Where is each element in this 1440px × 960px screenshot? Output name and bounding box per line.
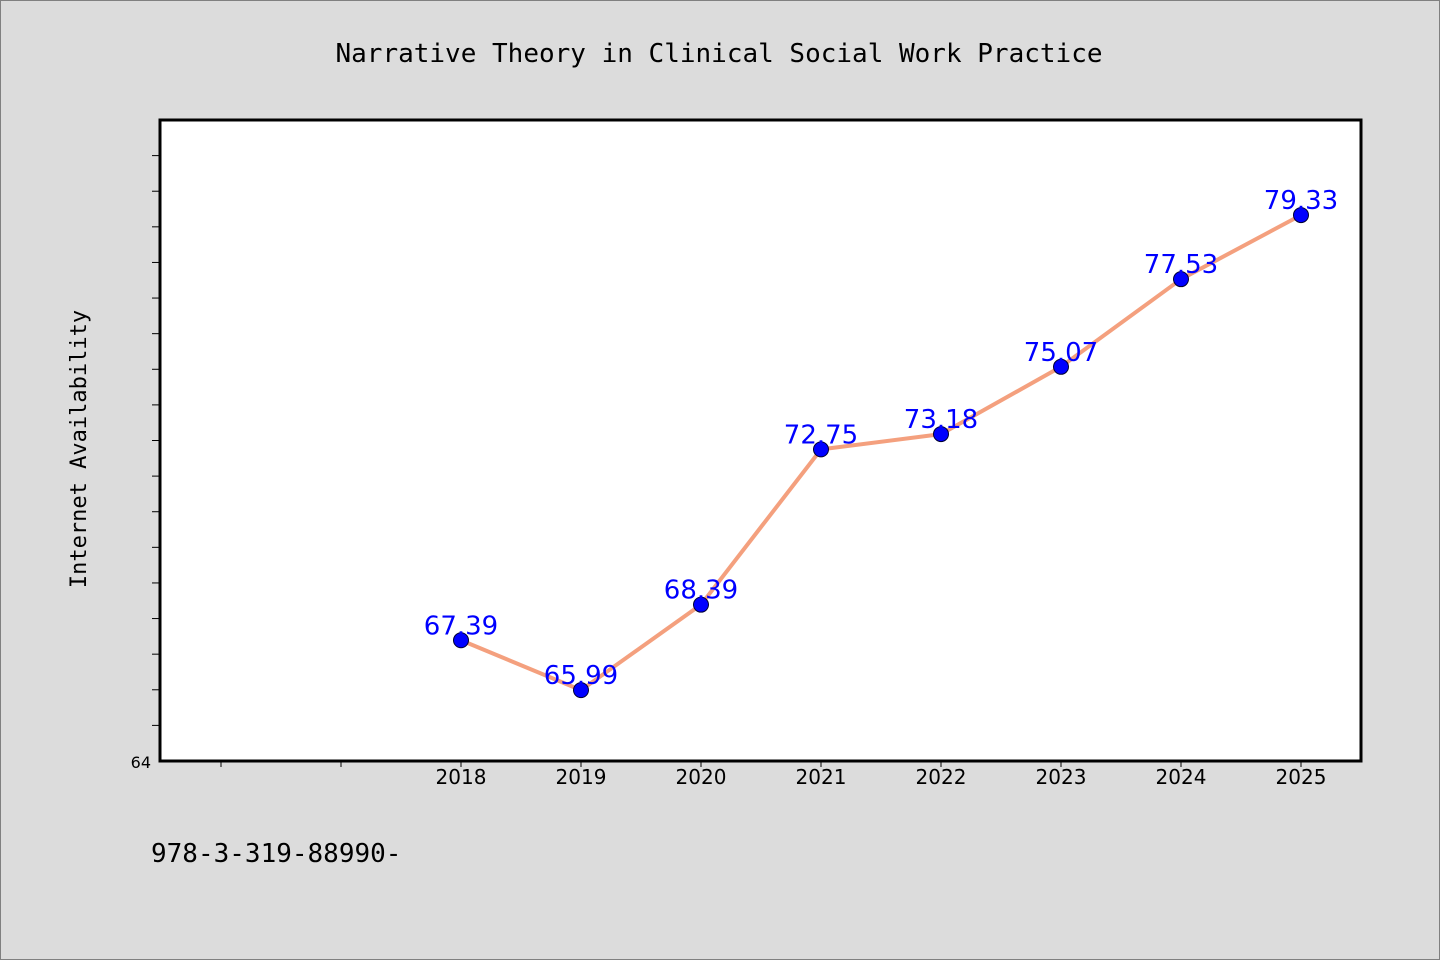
data-point bbox=[693, 596, 709, 613]
series-line-group bbox=[459, 213, 1303, 693]
x-tick-label: 2025 bbox=[1276, 765, 1327, 789]
data-labels: 67.39 65.99 68.39 72.75 73.18 75.07 77.53 79.33 bbox=[424, 186, 1338, 691]
data-label: 65.99 bbox=[544, 661, 618, 691]
chart-title: Narrative Theory in Clinical Social Work… bbox=[335, 39, 1102, 69]
y-axis-label: Internet Availability bbox=[67, 310, 92, 588]
data-point bbox=[573, 682, 589, 699]
footer-isbn-text: 978-3-319-88990- bbox=[151, 839, 401, 869]
x-tick-labels: 2018 2019 2020 2021 2022 2023 2024 2025 bbox=[436, 765, 1327, 789]
data-point bbox=[1293, 207, 1309, 224]
data-label: 68.39 bbox=[664, 576, 738, 606]
x-tick-label: 2021 bbox=[796, 765, 847, 789]
data-label: 75.07 bbox=[1024, 338, 1098, 368]
data-point bbox=[1053, 358, 1069, 375]
data-point bbox=[933, 426, 949, 443]
data-label: 72.75 bbox=[784, 420, 858, 450]
y-tick-label: 64 bbox=[131, 753, 151, 772]
data-point bbox=[453, 632, 469, 649]
data-label: 77.53 bbox=[1144, 250, 1218, 280]
data-points bbox=[453, 207, 1309, 699]
x-tick-label: 2024 bbox=[1156, 765, 1207, 789]
data-label: 67.39 bbox=[424, 611, 498, 641]
data-label: 79.33 bbox=[1264, 186, 1338, 216]
data-label: 73.18 bbox=[904, 405, 978, 435]
data-point bbox=[813, 441, 829, 458]
plot-area bbox=[158, 118, 1363, 763]
x-tick-label: 2023 bbox=[1036, 765, 1087, 789]
series-line bbox=[459, 213, 1303, 693]
x-tick-label: 2019 bbox=[556, 765, 607, 789]
axis-ticks bbox=[152, 155, 1302, 767]
data-point bbox=[1173, 271, 1189, 288]
x-tick-label: 2022 bbox=[916, 765, 967, 789]
x-tick-label: 2020 bbox=[676, 765, 727, 789]
x-tick-label: 2018 bbox=[436, 765, 487, 789]
